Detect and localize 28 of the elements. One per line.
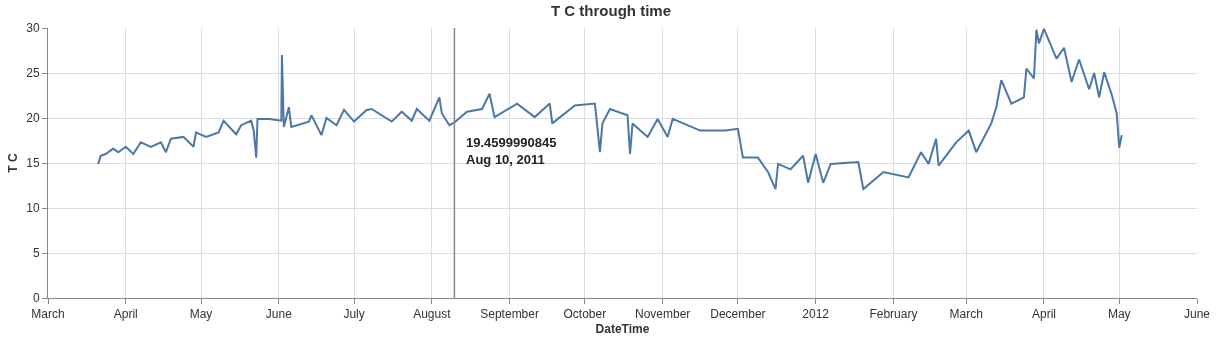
x-tick-label: April xyxy=(1031,307,1056,322)
x-tick-label: June xyxy=(1183,307,1211,322)
x-tick-label: March xyxy=(31,307,65,322)
x-tick-label: November xyxy=(634,307,691,322)
x-tick-label: 2012 xyxy=(802,307,830,322)
x-tick-label: February xyxy=(869,307,918,322)
y-tick-label: 25 xyxy=(26,66,40,81)
y-tick-label: 10 xyxy=(26,201,40,216)
x-tick-label: May xyxy=(1107,307,1131,322)
x-tick-label: September xyxy=(480,307,539,322)
x-tick-label: July xyxy=(343,307,365,322)
y-tick-label: 5 xyxy=(32,246,40,261)
y-tick-label: 15 xyxy=(26,156,40,171)
x-axis-title: DateTime xyxy=(595,322,650,337)
y-tick-label: 30 xyxy=(26,21,40,36)
x-tick-label: June xyxy=(265,307,293,322)
x-tick-label: December xyxy=(710,307,766,322)
x-tick-label: August xyxy=(413,307,452,322)
x-tick-label: May xyxy=(189,307,213,322)
x-tick-label: October xyxy=(563,307,607,322)
line-series xyxy=(97,28,1123,191)
y-tick-label: 0 xyxy=(32,291,40,306)
chart-title: T C through time xyxy=(551,1,671,19)
x-tick-label: April xyxy=(113,307,138,322)
y-axis-title: T C xyxy=(5,153,20,173)
annotation: 19.4599990845 Aug 10, 2011 xyxy=(466,135,557,167)
y-tick-label: 20 xyxy=(26,111,40,126)
x-tick-label: March xyxy=(949,307,983,322)
